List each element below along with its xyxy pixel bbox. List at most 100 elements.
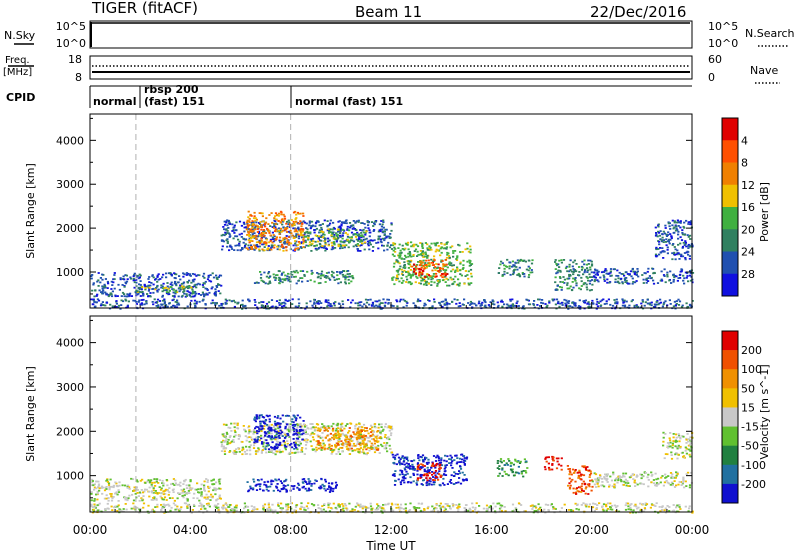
echo-cell	[317, 221, 320, 223]
echo-cell	[381, 430, 384, 432]
echo-cell	[428, 263, 431, 266]
echo-cell	[597, 270, 600, 273]
echo-cell	[365, 301, 369, 304]
echo-cell	[275, 431, 279, 434]
echo-cell	[431, 277, 434, 280]
echo-cell	[661, 236, 664, 239]
echo-cell	[514, 304, 517, 307]
echo-cell	[669, 228, 672, 230]
echo-cell	[673, 251, 676, 254]
echo-cell	[348, 222, 352, 224]
echo-cell	[305, 424, 308, 427]
echo-cell	[500, 260, 503, 263]
echo-cell	[525, 268, 528, 271]
echo-cell	[223, 453, 227, 455]
echo-cell	[269, 238, 272, 241]
echo-cell	[407, 509, 410, 512]
echo-cell	[249, 444, 252, 447]
echo-cell	[243, 450, 247, 453]
echo-cell	[358, 438, 361, 441]
echo-cell	[283, 433, 287, 436]
echo-cell	[244, 435, 247, 437]
echo-cell	[527, 269, 530, 272]
echo-cell	[211, 299, 214, 302]
echo-cell	[382, 428, 385, 431]
echo-cell	[138, 276, 141, 279]
echo-cell	[497, 304, 500, 307]
echo-cell	[339, 232, 342, 234]
echo-cell	[547, 509, 550, 511]
echo-cell	[141, 286, 144, 289]
echo-cell	[278, 231, 281, 233]
echo-cell	[156, 274, 159, 277]
echo-cell	[662, 241, 665, 243]
echo-cell	[414, 281, 417, 284]
echo-cell	[105, 292, 108, 295]
echo-cell	[649, 302, 652, 305]
echo-cell	[337, 228, 340, 231]
echo-cell	[520, 504, 523, 506]
echo-cell	[243, 429, 246, 431]
echo-cell	[333, 243, 336, 246]
echo-cell	[434, 266, 437, 268]
echo-cell	[333, 279, 336, 281]
echo-cell	[592, 302, 595, 305]
echo-cell	[579, 305, 582, 308]
echo-cell	[564, 267, 568, 270]
echo-cell	[278, 302, 281, 304]
echo-cell	[410, 259, 413, 262]
echo-cell	[288, 241, 291, 244]
echo-cell	[287, 430, 291, 433]
echo-cell	[457, 283, 460, 286]
echo-cell	[182, 496, 185, 499]
echo-cell	[94, 506, 97, 509]
echo-cell	[320, 239, 323, 242]
echo-cell	[427, 259, 430, 262]
echo-cell	[262, 507, 265, 510]
echo-cell	[329, 222, 332, 225]
echo-cell	[595, 298, 599, 301]
echo-cell	[677, 230, 680, 233]
echo-cell	[312, 426, 315, 428]
echo-cell	[527, 299, 530, 302]
echo-cell	[250, 244, 253, 247]
echo-cell	[246, 505, 250, 508]
echo-cell	[260, 224, 263, 226]
echo-cell	[278, 282, 281, 285]
echo-cell	[605, 302, 608, 305]
echo-cell	[587, 301, 590, 303]
echo-cell	[270, 435, 273, 438]
echo-cell	[270, 429, 273, 431]
echo-cell	[200, 495, 204, 498]
echo-cell	[629, 508, 633, 511]
echo-cell	[332, 247, 335, 250]
echo-cell	[308, 224, 311, 227]
echo-cell	[595, 507, 598, 509]
echo-cell	[406, 278, 409, 281]
echo-cell	[303, 425, 306, 428]
echo-cell	[436, 280, 440, 282]
echo-cell	[448, 263, 451, 266]
echo-cell	[193, 295, 196, 298]
echo-cell	[258, 301, 261, 304]
echo-cell	[607, 298, 610, 301]
echo-cell	[588, 282, 591, 285]
echo-cell	[458, 244, 461, 247]
echo-cell	[429, 275, 432, 277]
echo-cell	[657, 230, 660, 233]
echo-cell	[276, 425, 279, 428]
echo-cell	[272, 437, 275, 440]
echo-cell	[444, 272, 447, 275]
echo-cell	[614, 281, 617, 283]
echo-cell	[101, 301, 104, 303]
echo-cell	[329, 228, 332, 231]
echo-cell	[232, 451, 235, 454]
echo-cell	[265, 244, 268, 246]
echo-cell	[611, 304, 615, 307]
echo-cell	[278, 304, 281, 306]
echo-cell	[691, 272, 695, 274]
echo-cell	[284, 236, 287, 239]
echo-cell	[233, 232, 236, 234]
echo-cell	[449, 507, 452, 509]
echo-cell	[290, 276, 293, 278]
